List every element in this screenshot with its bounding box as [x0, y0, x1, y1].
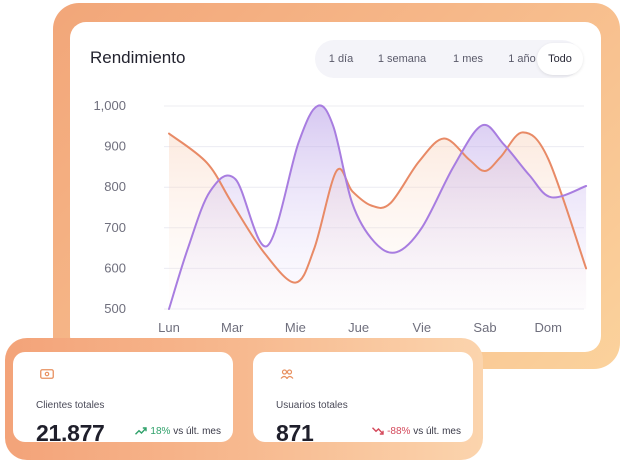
range-option-todo[interactable]: Todo — [537, 43, 583, 75]
range-option-1-mes[interactable]: 1 mes — [453, 53, 483, 65]
y-tick-label: 700 — [104, 220, 126, 235]
y-tick-label: 500 — [104, 301, 126, 316]
x-tick-label: Lun — [158, 320, 180, 335]
stat-change-value: -88% — [387, 426, 411, 437]
series-area — [169, 105, 587, 309]
stat-label: Clientes totales — [36, 400, 105, 411]
stat-change-suffix: vs últ. mes — [173, 426, 221, 437]
range-option-1-ano[interactable]: 1 año — [508, 53, 536, 65]
stat-card-clientes: Clientes totales 21.877 18% vs últ. mes — [13, 352, 233, 446]
x-tick-label: Mie — [285, 320, 306, 335]
stat-change: -88% vs últ. mes — [372, 426, 461, 437]
x-tick-label: Mar — [221, 320, 244, 335]
card-title: Rendimiento — [90, 48, 186, 67]
x-tick-label: Vie — [413, 320, 432, 335]
stat-change-value: 18% — [150, 426, 171, 437]
performance-card: Rendimiento 1 día 1 semana 1 mes 1 año T… — [70, 22, 601, 352]
stat-change: 18% vs últ. mes — [135, 426, 221, 437]
stat-change-suffix: vs últ. mes — [413, 426, 461, 437]
range-option-1-dia[interactable]: 1 día — [328, 53, 354, 65]
range-option-1-semana[interactable]: 1 semana — [377, 53, 427, 65]
series-line — [168, 104, 588, 310]
stat-card-usuarios: Usuarios totales 871 -88% vs últ. mes — [253, 352, 473, 446]
performance-chart: 500 600 700 800 900 1,000 Lun Mar Mie Jue Vie Sab D… — [93, 98, 588, 335]
trend-down-icon — [372, 427, 384, 436]
users-icon — [280, 369, 294, 379]
time-range-selector: 1 día 1 semana 1 mes 1 año Todo — [315, 40, 583, 78]
stat-value: 21.877 — [36, 420, 105, 446]
series-line — [168, 131, 588, 284]
x-tick-label: Dom — [534, 320, 561, 335]
stat-value: 871 — [276, 420, 314, 446]
y-tick-label: 800 — [104, 179, 126, 194]
stat-label: Usuarios totales — [276, 400, 348, 411]
y-tick-label: 600 — [104, 260, 126, 275]
trend-up-icon — [135, 427, 148, 436]
y-tick-label: 1,000 — [93, 98, 126, 113]
x-tick-label: Jue — [348, 320, 369, 335]
money-icon — [40, 369, 54, 379]
y-tick-label: 900 — [104, 139, 126, 154]
x-tick-label: Sab — [473, 320, 496, 335]
stats-frame: Clientes totales 21.877 18% vs últ. mes … — [5, 338, 483, 460]
